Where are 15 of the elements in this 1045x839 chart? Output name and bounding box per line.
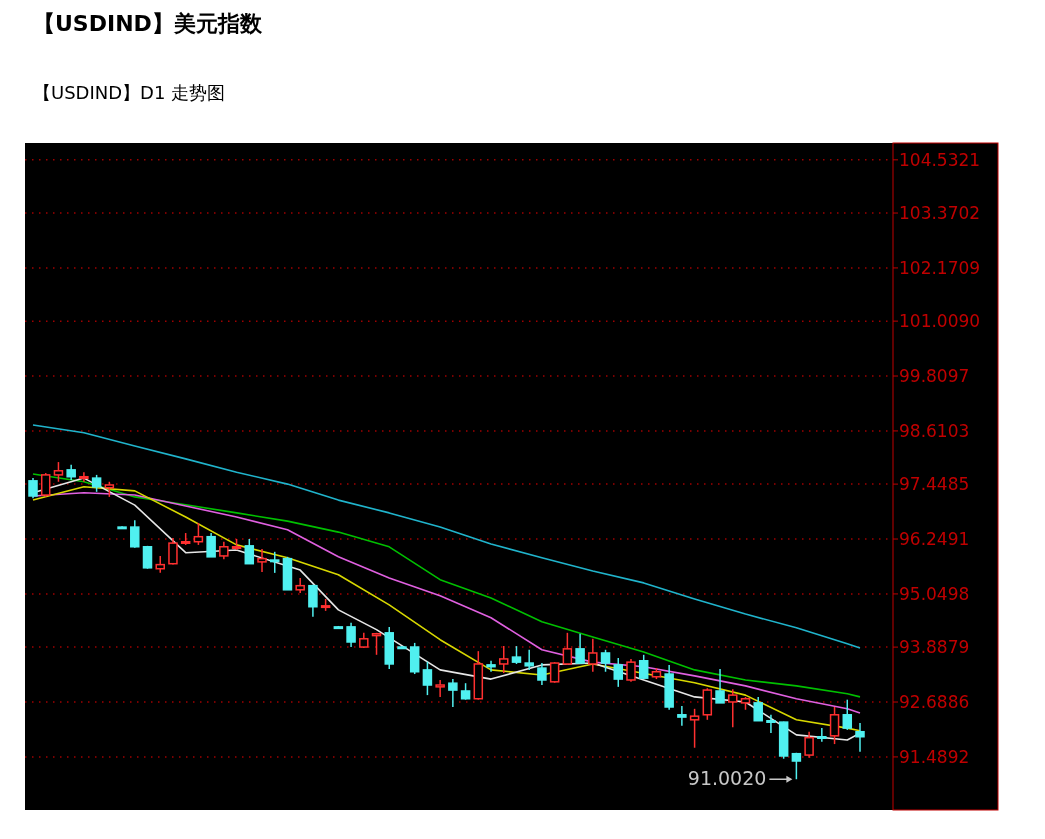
ytick: 92.6886 xyxy=(899,692,970,713)
ytick: 103.3702 xyxy=(899,203,981,224)
ytick: 95.0498 xyxy=(899,583,970,604)
ytick: 98.6103 xyxy=(899,420,970,441)
ytick: 104.5321 xyxy=(899,149,981,170)
title: 【USDIND】美元指数 xyxy=(33,11,262,36)
ytick: 96.2491 xyxy=(899,529,970,550)
ytick: 99.8097 xyxy=(899,366,970,387)
ytick: 102.1709 xyxy=(899,257,981,278)
ytick: 93.8879 xyxy=(899,637,970,658)
ytick: 91.4892 xyxy=(899,746,970,767)
subtitle: 【USDIND】D1 走势图 xyxy=(33,82,226,103)
ytick: 97.4485 xyxy=(899,474,970,495)
annotation: 91.0020 xyxy=(687,767,767,790)
ytick: 101.0090 xyxy=(899,311,981,332)
